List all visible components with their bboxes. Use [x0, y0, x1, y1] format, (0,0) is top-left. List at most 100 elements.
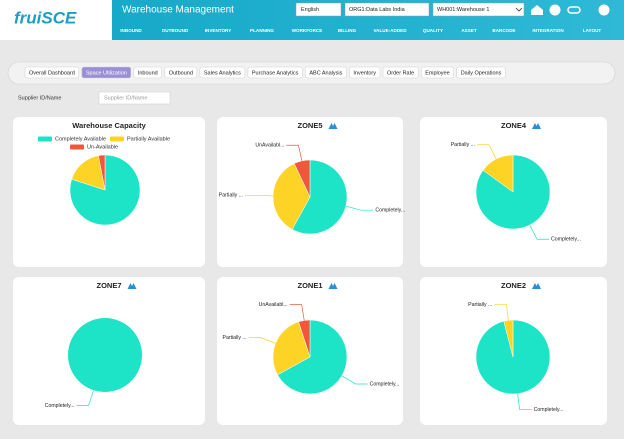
- legend-label: Un-Available: [87, 144, 118, 150]
- nav-item[interactable]: WORKFORCE: [292, 28, 323, 33]
- warehouse-select[interactable]: [432, 2, 525, 17]
- nav-item[interactable]: INVENTORY: [205, 28, 232, 33]
- legend-label: Partially Available: [127, 136, 170, 142]
- tab[interactable]: [305, 66, 347, 79]
- label-leader: [76, 390, 94, 406]
- legend-swatch: [70, 144, 84, 150]
- data-label: Partially ...: [451, 142, 475, 148]
- nav-item[interactable]: INTEGRATION: [532, 28, 564, 33]
- chart-title: ZONE2: [501, 281, 526, 290]
- pie-slice: [291, 159, 348, 235]
- legend-swatch: [38, 136, 52, 142]
- label-leader: [517, 393, 532, 410]
- legend-label: Completely Available: [55, 136, 106, 142]
- pie-slice: [69, 154, 141, 226]
- tab-label: Order Rate: [387, 70, 414, 76]
- pie-slice: [272, 321, 311, 376]
- data-label: UnAvailabl...: [255, 143, 284, 149]
- dropdown-arrow: [515, 7, 523, 12]
- app-title: Warehouse Management: [122, 5, 234, 16]
- label-leader: [494, 304, 509, 321]
- pie-slice: [98, 154, 106, 191]
- chart-title: Warehouse Capacity: [72, 121, 146, 130]
- tab[interactable]: [420, 66, 454, 79]
- pie-slice: [68, 318, 142, 392]
- tab-label: Purchase Analytics: [252, 70, 299, 76]
- data-label: Completely...: [375, 208, 405, 214]
- tab[interactable]: [164, 66, 198, 79]
- filter-input[interactable]: [98, 91, 171, 105]
- data-label: Completely...: [45, 403, 75, 409]
- chart-title: ZONE5: [297, 121, 322, 130]
- filter-label: Supplier ID/Name: [18, 95, 61, 101]
- zone-icon: [532, 283, 542, 289]
- warehouse-value: WH001:Warehouse 1: [437, 7, 489, 13]
- filter-placeholder: Supplier ID/Name: [104, 95, 147, 101]
- tab-label: Space Utilization: [86, 70, 127, 76]
- data-label: Completely...: [551, 237, 581, 243]
- data-label: Completely...: [370, 381, 400, 387]
- tab-label: Outbound: [169, 70, 193, 76]
- label-leader: [245, 194, 274, 197]
- nav-item[interactable]: QUALITY: [423, 28, 443, 33]
- label-leader: [476, 144, 497, 160]
- nav-item[interactable]: VALUE-ADDED: [373, 28, 407, 33]
- label-leader: [248, 337, 276, 344]
- nav-item[interactable]: PLANNING: [250, 28, 274, 33]
- tab-label: Inbound: [138, 70, 158, 76]
- label-leader: [529, 224, 550, 240]
- tab-label: Daily Operations: [461, 70, 502, 76]
- zone-icon: [127, 283, 137, 289]
- tab[interactable]: [349, 66, 381, 79]
- tab-label: Inventory: [353, 70, 376, 76]
- nav-item[interactable]: LAYOUT: [583, 28, 602, 33]
- label-leader: [286, 144, 303, 161]
- tab[interactable]: [247, 66, 303, 79]
- tab[interactable]: [382, 66, 419, 79]
- zone-icon: [532, 123, 542, 129]
- pie-slice: [272, 163, 311, 230]
- chart-title: ZONE7: [96, 281, 121, 290]
- data-label: Partially ...: [468, 302, 492, 308]
- legend-swatch: [110, 136, 124, 142]
- tab[interactable]: [81, 66, 132, 79]
- zone-icon: [328, 123, 338, 129]
- logo-area: [0, 0, 112, 40]
- data-label: Partially ...: [223, 335, 247, 341]
- tab[interactable]: [199, 66, 246, 79]
- nav-item[interactable]: INBOUND: [120, 28, 142, 33]
- help-icon[interactable]: [549, 4, 561, 16]
- zone-icon: [328, 283, 338, 289]
- nav-item[interactable]: BILLING: [338, 28, 357, 33]
- tab-label: ABC Analysis: [309, 70, 342, 76]
- logo: fruiSCE: [14, 8, 77, 27]
- link-icon[interactable]: [567, 6, 581, 14]
- organization-value: ORG1:Data Labs India: [349, 7, 406, 13]
- tab[interactable]: [24, 66, 80, 79]
- tab-label: Sales Analytics: [204, 70, 241, 76]
- pie-slice: [277, 319, 348, 395]
- label-leader: [345, 205, 374, 211]
- pie-slice: [482, 154, 514, 193]
- label-leader: [289, 304, 305, 321]
- organization-select[interactable]: [344, 2, 430, 17]
- language-select[interactable]: [295, 2, 342, 17]
- tab-label: Employee: [425, 70, 449, 76]
- tab-label: Overall Dashboard: [29, 70, 75, 76]
- data-label: Completely...: [534, 407, 564, 413]
- language-value: English: [301, 7, 319, 13]
- tab[interactable]: [133, 66, 162, 79]
- tab[interactable]: [456, 66, 506, 79]
- chart-title: ZONE4: [501, 121, 527, 130]
- nav-item[interactable]: ASSET: [461, 28, 477, 33]
- label-leader: [341, 375, 368, 385]
- chart-title: ZONE1: [297, 281, 322, 290]
- data-label: Partially ...: [219, 193, 243, 199]
- nav-item[interactable]: BARCODE: [492, 28, 515, 33]
- nav-item[interactable]: OUTBOUND: [162, 28, 189, 33]
- user-icon[interactable]: [598, 4, 610, 16]
- home-icon[interactable]: [531, 5, 543, 15]
- data-label: UnAvailabl...: [259, 302, 288, 308]
